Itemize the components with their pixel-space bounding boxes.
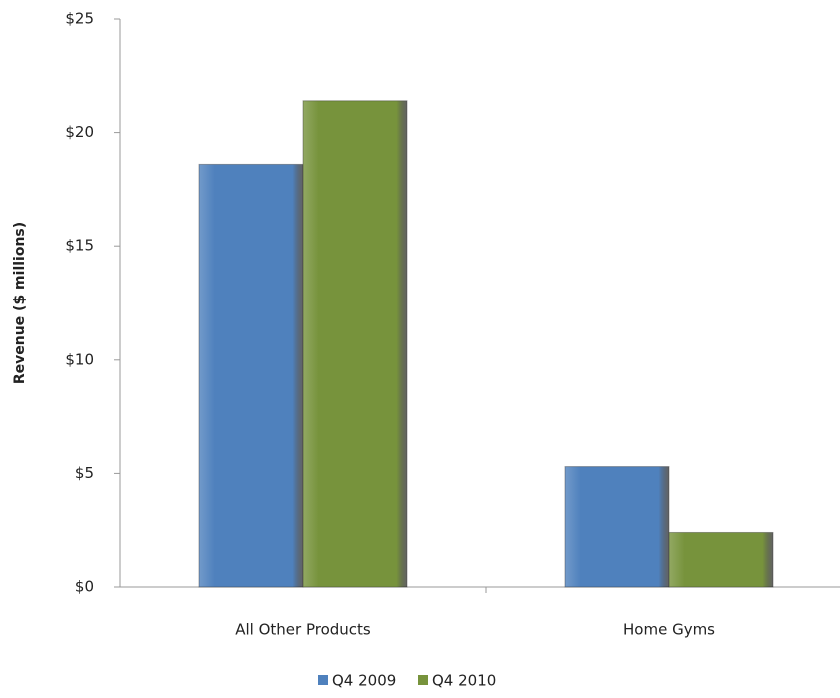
legend-swatch — [418, 675, 428, 685]
y-axis-title: Revenue ($ millions) — [12, 222, 28, 384]
x-tick-label: Home Gyms — [623, 621, 715, 639]
y-tick-label: $0 — [75, 578, 94, 596]
bar — [198, 163, 304, 588]
y-tick-label: $5 — [75, 464, 94, 482]
bar — [564, 466, 670, 588]
bar — [668, 531, 774, 588]
y-tick-label: $15 — [65, 237, 94, 255]
y-tick-label: $20 — [65, 123, 94, 141]
bar — [302, 100, 408, 588]
legend-label: Q4 2009 — [332, 672, 396, 690]
legend-label: Q4 2010 — [432, 672, 496, 690]
legend-swatch — [318, 675, 328, 685]
y-tick-label: $25 — [65, 10, 94, 28]
y-tick-label: $10 — [65, 350, 94, 368]
x-tick-label: All Other Products — [235, 621, 371, 639]
